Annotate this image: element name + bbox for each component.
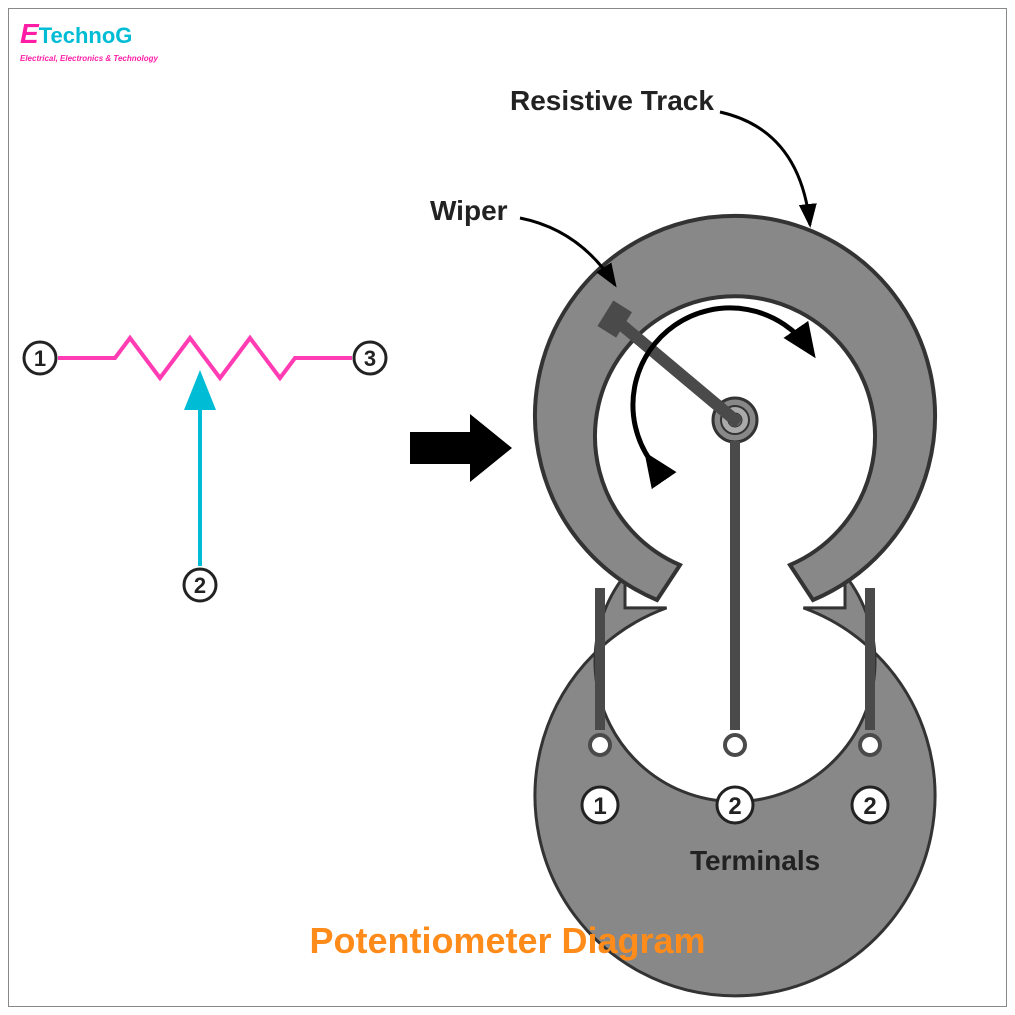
svg-text:3: 3 (364, 346, 376, 371)
pointer-resistive-track (720, 112, 810, 225)
schematic-terminal-2: 2 (184, 569, 216, 601)
wiper-arm (594, 298, 749, 436)
schematic-symbol: 1 3 2 (24, 338, 386, 601)
phys-terminal-3: 2 (852, 787, 888, 823)
svg-text:1: 1 (593, 793, 606, 820)
diagram-svg: 1 3 2 (0, 0, 1015, 1015)
svg-text:2: 2 (728, 793, 741, 820)
big-arrow (410, 414, 512, 482)
label-wiper: Wiper (430, 195, 508, 227)
schematic-terminal-3: 3 (354, 342, 386, 374)
schematic-terminal-1: 1 (24, 342, 56, 374)
label-terminals: Terminals (690, 845, 820, 877)
physical-pot: 1 2 2 (535, 216, 935, 996)
phys-terminal-2: 2 (717, 787, 753, 823)
resistor-line (58, 338, 352, 378)
diagram-title: Potentiometer Diagram (0, 920, 1015, 962)
lead-3-ring (860, 735, 880, 755)
lead-1-ring (590, 735, 610, 755)
phys-terminal-1: 1 (582, 787, 618, 823)
svg-text:2: 2 (863, 793, 876, 820)
svg-text:1: 1 (34, 346, 46, 371)
lead-2-ring (725, 735, 745, 755)
label-resistive-track: Resistive Track (510, 85, 714, 117)
svg-text:2: 2 (194, 573, 206, 598)
